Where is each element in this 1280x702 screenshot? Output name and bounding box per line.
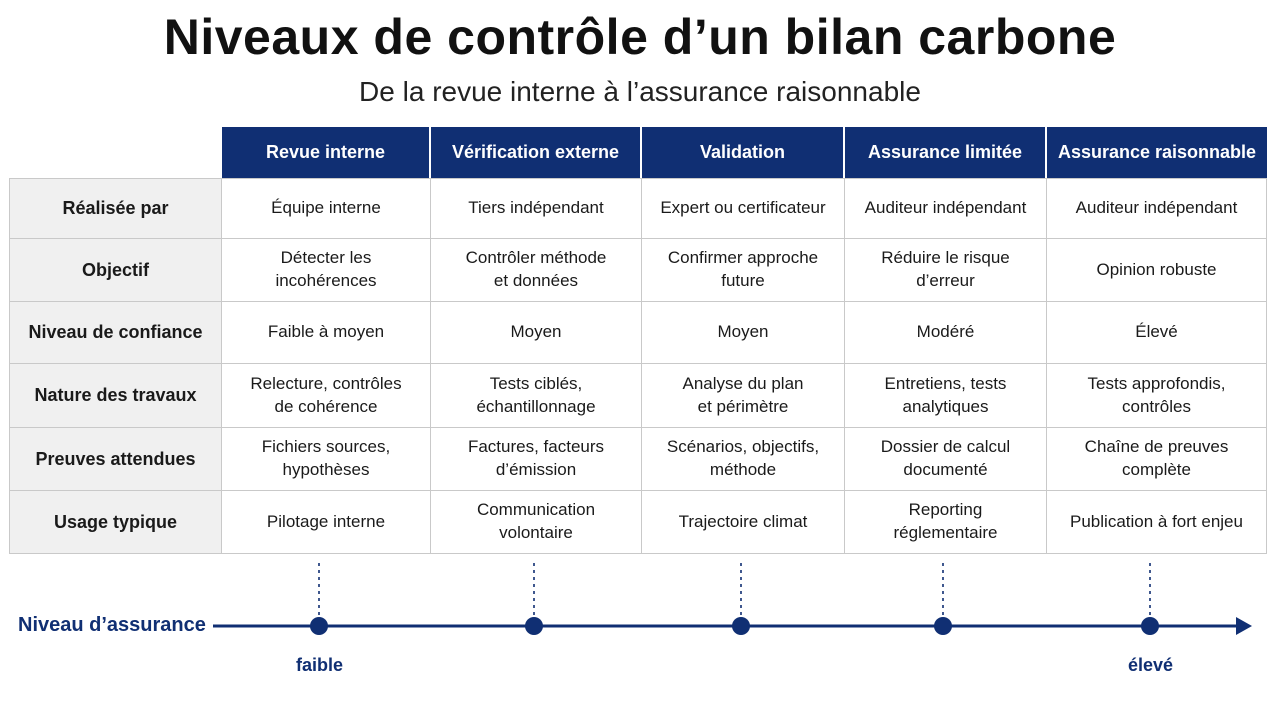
scale-low-label: faible [296, 655, 344, 675]
table-cell: Détecter les incohérences [222, 239, 431, 302]
table-cell: Tests ciblés, échantillonnage [431, 364, 642, 428]
table-cell: Fichiers sources, hypothèses [222, 428, 431, 491]
axis-marker [934, 617, 952, 635]
column-header-assurance-raisonnable: Assurance raisonnable [1047, 127, 1267, 178]
table-cell: Expert ou certificateur [642, 178, 845, 239]
table-cell: Tiers indépendant [431, 178, 642, 239]
table-cell: Factures, facteurs d’émission [431, 428, 642, 491]
assurance-axis-label: Niveau d’assurance [18, 614, 206, 636]
column-header-revue-interne: Revue interne [222, 127, 431, 178]
table-cell: Communication volontaire [431, 491, 642, 554]
row-label-niveau-de-confiance: Niveau de confiance [9, 302, 222, 364]
table-cell: Équipe interne [222, 178, 431, 239]
scale-high-label: élevé [1128, 655, 1174, 675]
table-cell: Relecture, contrôles de cohérence [222, 364, 431, 428]
axis-markers [310, 617, 1159, 635]
page-title: Niveaux de contrôle d’un bilan carbone [163, 9, 1117, 65]
assurance-scale-axis [213, 563, 1252, 635]
table-cell: Chaîne de preuves complète [1047, 428, 1267, 491]
table-cell: Opinion robuste [1047, 239, 1267, 302]
table-cell: Auditeur indépendant [1047, 178, 1267, 239]
table-cell: Confirmer approche future [642, 239, 845, 302]
column-header-validation: Validation [642, 127, 845, 178]
table-corner [9, 127, 222, 178]
row-label-realisee-par: Réalisée par [9, 178, 222, 239]
row-label-usage-typique: Usage typique [9, 491, 222, 554]
table-cell: Pilotage interne [222, 491, 431, 554]
table-cell: Dossier de calcul documenté [845, 428, 1047, 491]
table-cell: Publication à fort enjeu [1047, 491, 1267, 554]
page-subtitle: De la revue interne à l’assurance raison… [359, 76, 921, 107]
axis-marker [525, 617, 543, 635]
row-label-nature-des-travaux: Nature des travaux [9, 364, 222, 428]
table-cell: Auditeur indépendant [845, 178, 1047, 239]
table-cell: Trajectoire climat [642, 491, 845, 554]
table-cell: Tests approfondis, contrôles [1047, 364, 1267, 428]
column-header-assurance-limitee: Assurance limitée [845, 127, 1047, 178]
arrowhead-icon [1236, 617, 1252, 635]
row-label-objectif: Objectif [9, 239, 222, 302]
table-cell: Réduire le risque d’erreur [845, 239, 1047, 302]
table-cell: Modéré [845, 302, 1047, 364]
axis-marker [310, 617, 328, 635]
table-cell: Analyse du plan et périmètre [642, 364, 845, 428]
dotted-connectors [318, 563, 1151, 615]
table-cell: Faible à moyen [222, 302, 431, 364]
row-label-preuves-attendues: Preuves attendues [9, 428, 222, 491]
control-levels-table: Revue interne Vérification externe Valid… [9, 127, 1267, 554]
table-cell: Moyen [642, 302, 845, 364]
axis-marker [1141, 617, 1159, 635]
table-cell: Reporting réglementaire [845, 491, 1047, 554]
table-cell: Élevé [1047, 302, 1267, 364]
table-cell: Moyen [431, 302, 642, 364]
table-cell: Entretiens, tests analytiques [845, 364, 1047, 428]
table-cell: Contrôler méthode et données [431, 239, 642, 302]
axis-marker [732, 617, 750, 635]
table-cell: Scénarios, objectifs, méthode [642, 428, 845, 491]
column-header-verification-externe: Vérification externe [431, 127, 642, 178]
